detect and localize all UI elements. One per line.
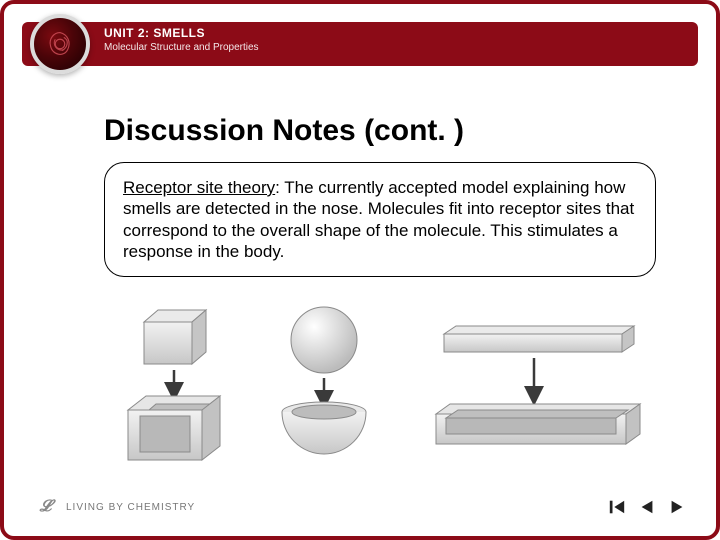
brand-mark-icon: 𝓛: [34, 495, 58, 519]
slide-title: Discussion Notes (cont. ): [104, 114, 656, 148]
rose-icon: [41, 25, 79, 63]
unit-logo: [30, 14, 90, 74]
footer: 𝓛 LIVING BY CHEMISTRY: [34, 492, 686, 522]
unit-subtitle: Molecular Structure and Properties: [104, 42, 259, 53]
brand-text: LIVING BY CHEMISTRY: [66, 502, 195, 513]
nav-first-button[interactable]: [608, 498, 626, 516]
unit-title: UNIT 2: SMELLS: [104, 26, 259, 40]
receptor-diagram: [104, 304, 654, 474]
pair-cube: [128, 310, 220, 460]
brand: 𝓛 LIVING BY CHEMISTRY: [34, 495, 195, 519]
pair-slab: [436, 326, 640, 444]
pair-sphere: [282, 307, 366, 454]
nav-prev-button[interactable]: [638, 498, 656, 516]
slide-frame: UNIT 2: SMELLS Molecular Structure and P…: [0, 0, 720, 540]
content-area: Discussion Notes (cont. ) Receptor site …: [104, 114, 656, 277]
term: Receptor site theory: [123, 178, 275, 197]
header-text: UNIT 2: SMELLS Molecular Structure and P…: [104, 26, 259, 53]
nav-next-button[interactable]: [668, 498, 686, 516]
definition-callout: Receptor site theory: The currently acce…: [104, 162, 656, 277]
nav-controls: [608, 498, 686, 516]
